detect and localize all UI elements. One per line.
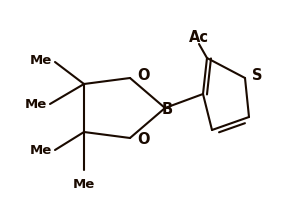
Text: Me: Me — [25, 97, 47, 111]
Text: B: B — [161, 101, 172, 117]
Text: Me: Me — [30, 145, 52, 157]
Text: O: O — [138, 132, 150, 148]
Text: Me: Me — [30, 55, 52, 67]
Text: Me: Me — [73, 178, 95, 191]
Text: Ac: Ac — [189, 30, 209, 46]
Text: S: S — [252, 69, 262, 83]
Text: O: O — [138, 69, 150, 83]
